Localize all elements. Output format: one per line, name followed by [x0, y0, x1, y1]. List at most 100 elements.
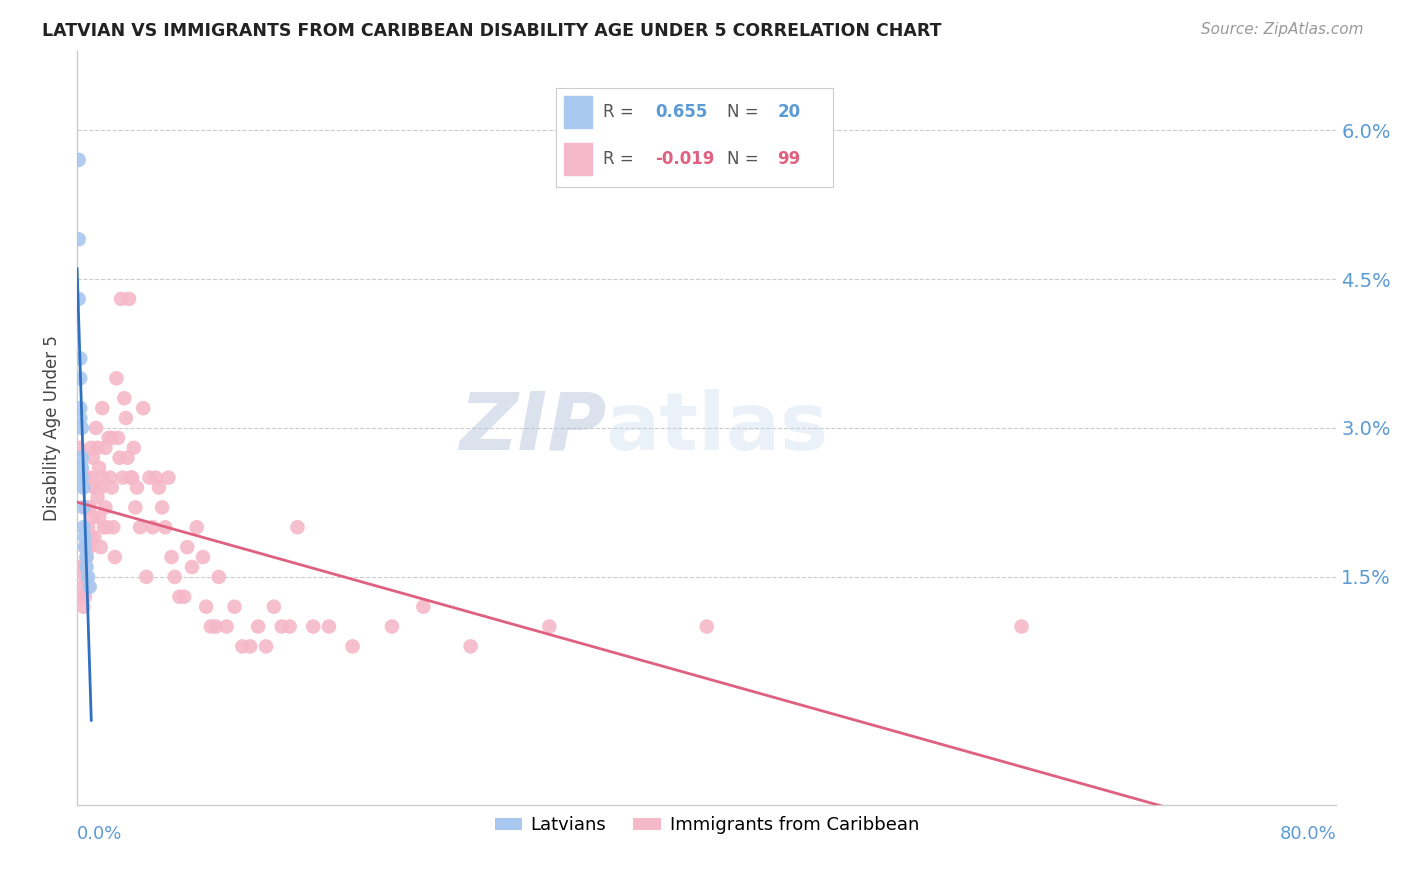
Point	[696, 619, 718, 633]
Point	[70, 460, 93, 475]
Point	[254, 640, 277, 654]
Point	[80, 530, 103, 544]
Point	[121, 470, 143, 484]
Point	[287, 520, 309, 534]
Point	[155, 520, 177, 534]
Point	[69, 411, 91, 425]
Point	[73, 540, 96, 554]
Point	[67, 153, 90, 167]
Point	[93, 520, 115, 534]
Point	[79, 500, 101, 515]
Point	[460, 640, 482, 654]
Point	[94, 441, 117, 455]
Point	[538, 619, 561, 633]
Point	[195, 599, 218, 614]
Point	[67, 441, 90, 455]
Point	[120, 470, 142, 484]
Point	[72, 580, 94, 594]
Point	[69, 560, 91, 574]
Point	[103, 520, 125, 534]
Point	[278, 619, 301, 633]
Point	[115, 411, 138, 425]
Point	[142, 520, 165, 534]
Point	[72, 520, 94, 534]
Point	[302, 619, 325, 633]
Point	[77, 540, 100, 554]
Point	[160, 549, 183, 564]
Point	[117, 450, 139, 465]
Point	[138, 470, 160, 484]
Point	[73, 540, 96, 554]
Point	[77, 570, 100, 584]
Point	[176, 540, 198, 554]
Point	[73, 570, 96, 584]
Point	[82, 450, 104, 465]
Point	[412, 599, 434, 614]
Point	[82, 510, 104, 524]
Point	[110, 292, 132, 306]
Point	[79, 540, 101, 554]
Point	[90, 481, 112, 495]
Point	[89, 460, 111, 475]
Point	[69, 401, 91, 416]
Point	[72, 481, 94, 495]
Point	[105, 371, 128, 385]
Point	[83, 530, 105, 544]
Point	[100, 481, 122, 495]
Point	[69, 351, 91, 366]
Point	[76, 470, 98, 484]
Point	[270, 619, 292, 633]
Text: 0.0%: 0.0%	[77, 825, 122, 843]
Point	[94, 500, 117, 515]
Point	[96, 520, 118, 534]
Point	[77, 580, 100, 594]
Point	[191, 549, 214, 564]
Point	[111, 470, 134, 484]
Point	[247, 619, 270, 633]
Point	[69, 371, 91, 385]
Point	[181, 560, 204, 574]
Point	[70, 590, 93, 604]
Point	[208, 570, 231, 584]
Point	[70, 560, 93, 574]
Point	[70, 421, 93, 435]
Point	[125, 481, 148, 495]
Point	[104, 549, 127, 564]
Point	[70, 450, 93, 465]
Point	[76, 560, 98, 574]
Point	[204, 619, 226, 633]
Point	[381, 619, 404, 633]
Point	[186, 520, 208, 534]
Point	[77, 520, 100, 534]
Point	[91, 470, 114, 484]
Point	[73, 590, 96, 604]
Point	[70, 470, 93, 484]
Point	[107, 431, 129, 445]
Point	[86, 491, 108, 505]
Text: 80.0%: 80.0%	[1279, 825, 1336, 843]
Point	[200, 619, 222, 633]
Point	[67, 232, 90, 246]
Point	[231, 640, 253, 654]
Point	[73, 530, 96, 544]
Point	[132, 401, 155, 416]
Point	[90, 540, 112, 554]
Point	[76, 549, 98, 564]
Point	[118, 292, 141, 306]
Point	[169, 590, 191, 604]
Point	[89, 510, 111, 524]
Point	[80, 441, 103, 455]
Point	[76, 549, 98, 564]
Point	[100, 431, 122, 445]
Point	[84, 421, 107, 435]
Point	[1011, 619, 1033, 633]
Text: LATVIAN VS IMMIGRANTS FROM CARIBBEAN DISABILITY AGE UNDER 5 CORRELATION CHART: LATVIAN VS IMMIGRANTS FROM CARIBBEAN DIS…	[42, 22, 942, 40]
Point	[84, 481, 107, 495]
Point	[135, 570, 157, 584]
Point	[129, 520, 152, 534]
Text: atlas: atlas	[606, 389, 830, 467]
Point	[163, 570, 186, 584]
Point	[98, 470, 121, 484]
Point	[91, 401, 114, 416]
Point	[86, 441, 108, 455]
